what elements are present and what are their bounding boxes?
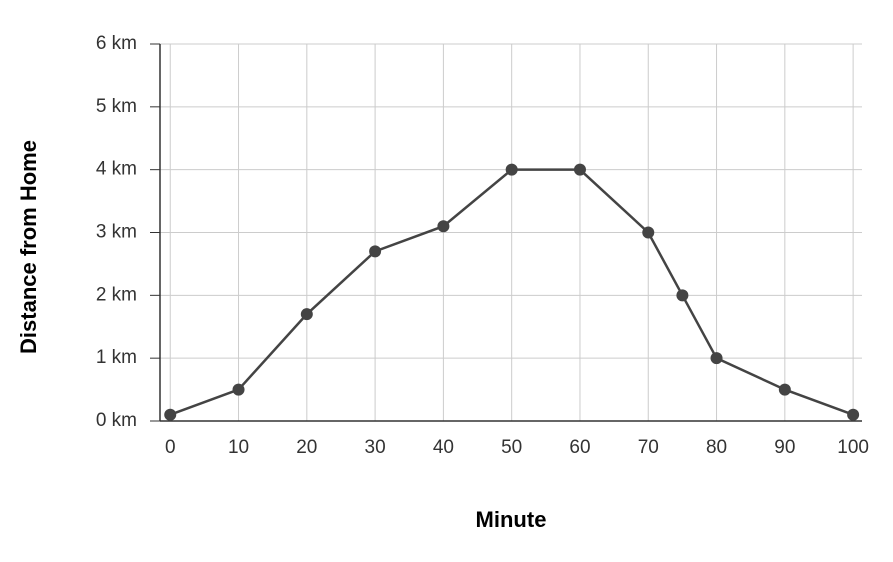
x-tick-label: 20 [296, 437, 317, 458]
x-tick-label: 10 [228, 437, 249, 458]
data-point [778, 383, 791, 396]
y-axis-title: Distance from Home [16, 140, 41, 354]
data-point [505, 163, 518, 176]
x-tick-label: 80 [706, 437, 727, 458]
x-tick-label: 40 [433, 437, 454, 458]
data-point [710, 352, 723, 365]
x-tick-label: 30 [365, 437, 386, 458]
y-tick-label: 3 km [96, 222, 137, 243]
y-tick-label: 2 km [96, 284, 137, 305]
y-tick-label: 6 km [96, 33, 137, 54]
data-point [232, 383, 245, 396]
y-tick-label: 4 km [96, 159, 137, 180]
x-tick-label: 70 [638, 437, 659, 458]
x-tick-label: 60 [569, 437, 590, 458]
x-axis-title: Minute [476, 507, 547, 532]
x-tick-label: 100 [837, 437, 869, 458]
data-point [300, 308, 313, 321]
data-point [847, 408, 860, 421]
data-point [676, 289, 689, 302]
series-line [169, 168, 854, 416]
x-tick-label: 50 [501, 437, 522, 458]
y-tick-label: 5 km [96, 96, 137, 117]
data-point [642, 226, 655, 239]
data-point [573, 163, 586, 176]
data-point [164, 408, 177, 421]
data-point [369, 245, 382, 258]
x-tick-label: 90 [774, 437, 795, 458]
data-point [437, 220, 450, 233]
y-tick-label: 0 km [96, 410, 137, 431]
y-tick-label: 1 km [96, 347, 137, 368]
x-tick-label: 0 [165, 437, 176, 458]
